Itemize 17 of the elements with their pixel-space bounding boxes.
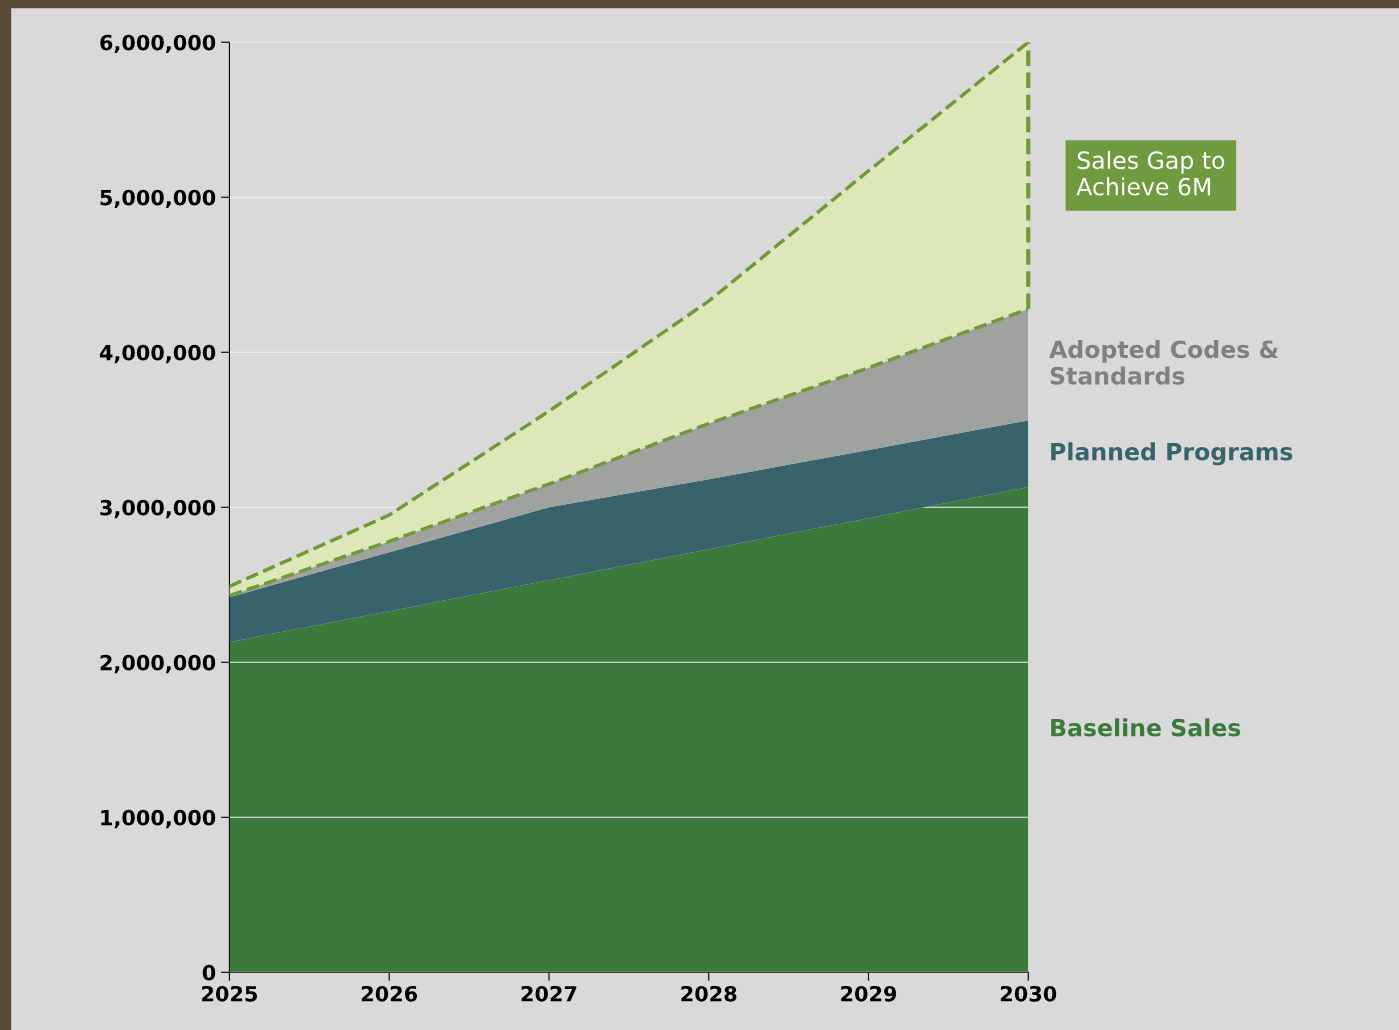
text: Sales Gap to Achieve 6M [1076, 150, 1225, 196]
y-tick-label: 4,000,000 [99, 344, 216, 364]
series-label: Adopted Codes & Standards [1049, 340, 1279, 385]
x-tick-label: 2030 [1000, 985, 1057, 1002]
y-tick-label: 0 [202, 964, 216, 981]
x-tick-label: 2029 [841, 985, 897, 1002]
x-tick-label: 2026 [361, 985, 418, 1002]
y-tick-label: 2,000,000 [100, 654, 216, 674]
series-label: Planned Programs [1051, 442, 1293, 466]
y-tick-label: 6,000,000 [100, 34, 216, 54]
y-tick-label: 1,000,000 [101, 809, 216, 829]
x-tick-label: 2027 [521, 985, 577, 1002]
y-tick-label: 3,000,000 [100, 499, 216, 519]
x-tick-label: 2025 [202, 985, 257, 1002]
series-label: Baseline Sales [1051, 718, 1241, 737]
y-tick-label: 5,000,000 [100, 189, 216, 209]
x-tick-label: 2028 [681, 985, 737, 1002]
